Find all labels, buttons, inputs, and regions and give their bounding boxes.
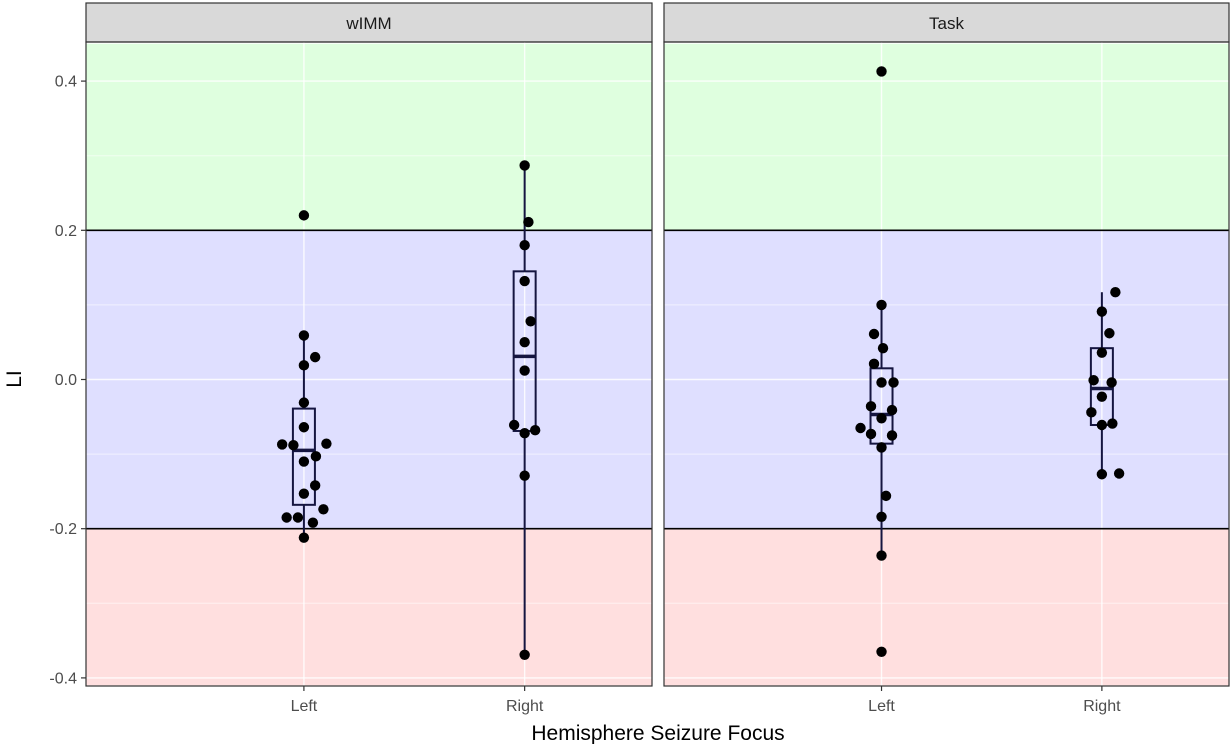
data-point [876, 442, 886, 452]
x-tick-label: Left [291, 698, 318, 715]
panels-layer: wIMM Task [86, 3, 1229, 686]
data-point [888, 377, 898, 387]
data-point [519, 276, 529, 286]
data-point [1086, 407, 1096, 417]
data-point [308, 518, 318, 528]
data-point [876, 413, 886, 423]
background-band [86, 529, 652, 686]
data-point [1107, 418, 1117, 428]
data-point [299, 330, 309, 340]
data-point [878, 343, 888, 353]
data-point [519, 240, 529, 250]
y-tick-label: -0.2 [49, 521, 77, 538]
data-point [311, 451, 321, 461]
data-point [855, 423, 865, 433]
background-band [86, 44, 652, 231]
data-point [310, 352, 320, 362]
x-axis-title: Hemisphere Seizure Focus [531, 722, 784, 744]
data-point [519, 650, 529, 660]
data-point [519, 428, 529, 438]
data-point [1097, 391, 1107, 401]
data-point [876, 377, 886, 387]
data-point [519, 471, 529, 481]
y-tick-label: 0.4 [55, 74, 77, 91]
data-point [1097, 347, 1107, 357]
data-point [299, 532, 309, 542]
data-point [1104, 328, 1114, 338]
data-point [310, 480, 320, 490]
data-point [876, 300, 886, 310]
data-point [288, 440, 298, 450]
data-point [887, 405, 897, 415]
facet-panel-wimm: wIMM [86, 3, 652, 686]
data-point [866, 429, 876, 439]
background-band [664, 44, 1229, 231]
data-point [519, 337, 529, 347]
data-point [1097, 420, 1107, 430]
data-point [281, 512, 291, 522]
y-tick-label: -0.4 [49, 670, 77, 687]
y-tick-label: 0.0 [55, 372, 77, 389]
data-point [321, 438, 331, 448]
data-point [1110, 287, 1120, 297]
data-point [1097, 469, 1107, 479]
data-point [866, 401, 876, 411]
x-tick-label: Left [868, 698, 895, 715]
x-tick-label: Right [1083, 698, 1121, 715]
facet-strip-label: wIMM [345, 14, 391, 33]
data-point [887, 430, 897, 440]
data-point [869, 359, 879, 369]
data-point [299, 360, 309, 370]
data-point [1114, 468, 1124, 478]
facet-panel-task: Task [664, 3, 1229, 686]
data-point [299, 488, 309, 498]
data-point [876, 66, 886, 76]
data-point [1088, 375, 1098, 385]
data-point [1106, 377, 1116, 387]
data-point [876, 512, 886, 522]
data-point [525, 316, 535, 326]
data-point [299, 422, 309, 432]
data-point [519, 365, 529, 375]
facet-strip-label: Task [929, 14, 964, 33]
data-point [881, 491, 891, 501]
data-point [876, 550, 886, 560]
data-point [293, 512, 303, 522]
y-axis-title: LI [3, 370, 26, 388]
y-tick-label: 0.2 [55, 223, 77, 240]
data-point [277, 439, 287, 449]
data-point [299, 456, 309, 466]
data-point [876, 647, 886, 657]
data-point [318, 504, 328, 514]
data-point [523, 217, 533, 227]
data-point [299, 397, 309, 407]
x-tick-label: Right [506, 698, 544, 715]
data-point [519, 160, 529, 170]
data-point [509, 420, 519, 430]
data-point [1097, 306, 1107, 316]
data-point [530, 425, 540, 435]
data-point [869, 329, 879, 339]
background-band [664, 529, 1229, 686]
data-point [299, 210, 309, 220]
